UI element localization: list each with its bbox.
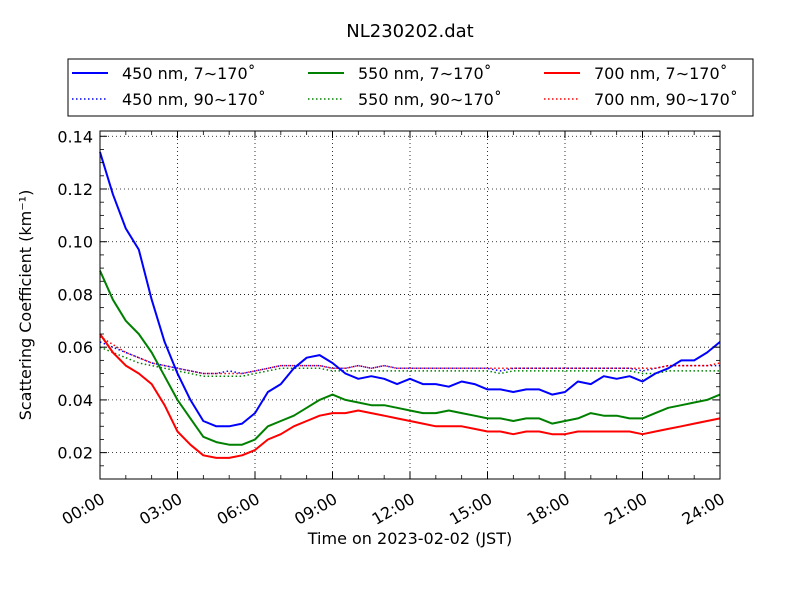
legend-label-6: 700 nm, 90∼170˚: [594, 90, 738, 109]
y-tick-label: 0.04: [57, 391, 93, 410]
legend: 450 nm, 7∼170˚ 450 nm, 90∼170˚ 550 nm, 7∼1…: [67, 58, 754, 117]
x-tick-label: 06:00: [214, 489, 263, 529]
legend-box: [67, 58, 754, 117]
x-tick-label: 12:00: [369, 489, 418, 529]
series-line-5: [99, 333, 721, 459]
y-tick-label: 0.06: [57, 338, 93, 357]
grid: [99, 131, 721, 479]
chart-title: NL230202.dat: [346, 21, 473, 42]
legend-label-5: 700 nm, 7∼170˚: [594, 64, 728, 83]
y-tick-label: 0.02: [57, 444, 93, 463]
x-tick-label: 00:00: [59, 489, 108, 529]
ticks: [99, 131, 721, 479]
x-tick-label: 09:00: [291, 489, 340, 529]
x-tick-label: 18:00: [524, 489, 573, 529]
legend-label-1: 450 nm, 7∼170˚: [122, 64, 256, 83]
legend-label-3: 550 nm, 7∼170˚: [358, 64, 492, 83]
x-tick-label: 03:00: [136, 489, 185, 529]
legend-label-4: 550 nm, 90∼170˚: [358, 90, 502, 109]
y-tick-label: 0.10: [57, 233, 93, 252]
series-group: [99, 151, 721, 459]
x-axis-label: Time on 2023-02-02 (JST): [307, 529, 512, 548]
y-axis-label: Scattering Coefficient (km⁻¹): [16, 190, 35, 421]
y-tick-label: 0.12: [57, 180, 93, 199]
y-tick-label: 0.08: [57, 285, 93, 304]
x-tick-label: 24:00: [679, 489, 728, 529]
plot-frame: [99, 130, 721, 480]
series-line-3: [99, 270, 721, 446]
y-tick-label: 0.14: [57, 127, 93, 146]
x-tick-label: 15:00: [446, 489, 495, 529]
series-line-2: [99, 341, 720, 375]
y-tick-labels: 0.02 0.04 0.06 0.08 0.10 0.12 0.14: [57, 127, 93, 462]
x-tick-labels: 00:00 03:00 06:00 09:00 12:00 15:00 18:00 21:00…: [59, 489, 728, 529]
legend-label-2: 450 nm, 90∼170˚: [122, 90, 266, 109]
plot-area: [99, 130, 721, 480]
series-line-1: [99, 151, 721, 428]
x-tick-label: 21:00: [601, 489, 650, 529]
